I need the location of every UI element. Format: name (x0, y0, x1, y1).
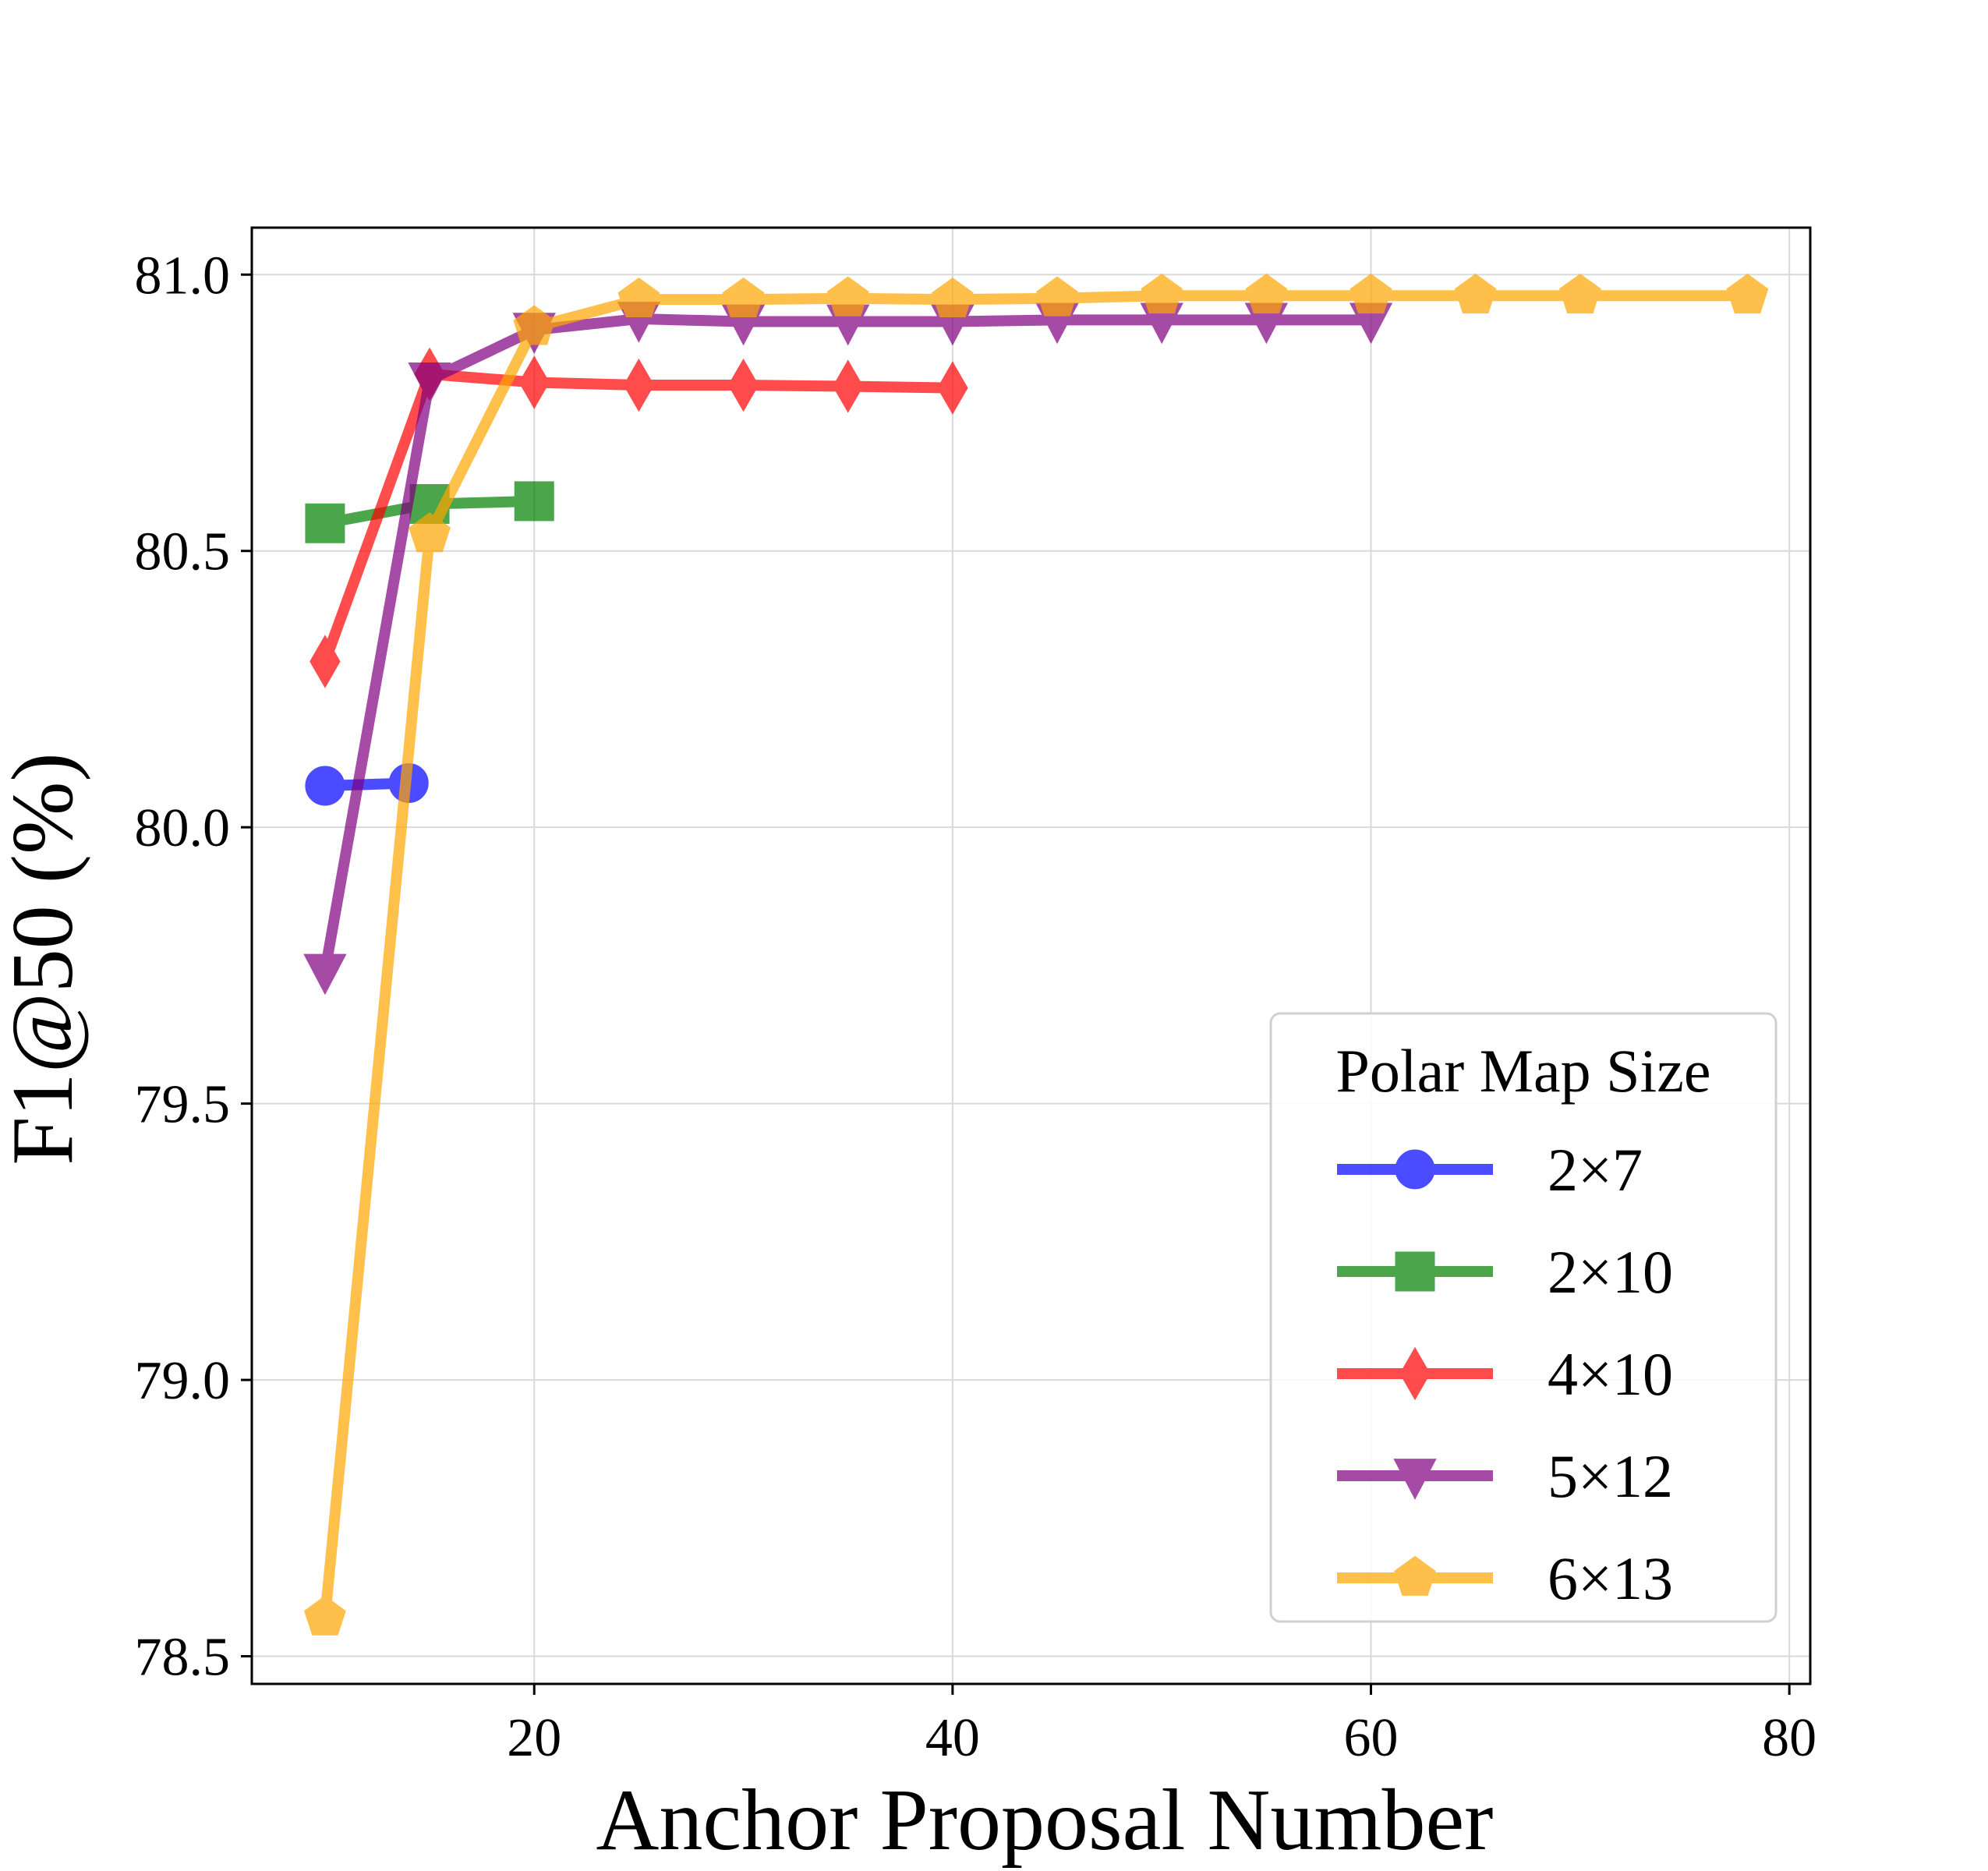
data-point (305, 503, 345, 543)
plot-series (303, 273, 1769, 1636)
data-point (826, 276, 869, 317)
data-point (518, 355, 550, 409)
y-tick-label: 81.0 (135, 246, 231, 306)
data-point (1141, 273, 1183, 314)
data-point (1245, 273, 1288, 314)
data-point (932, 277, 974, 317)
data-point (937, 361, 968, 415)
data-point (832, 359, 864, 413)
x-axis-ticks: 20 40 60 80 (507, 1684, 1816, 1768)
legend-swatch (1337, 1149, 1493, 1190)
y-axis-title: F1@50 (%) (0, 752, 91, 1165)
legend-swatch (1337, 1346, 1493, 1401)
x-tick-label: 20 (507, 1708, 561, 1768)
data-point (1454, 273, 1497, 314)
legend-box (1269, 1012, 1778, 1623)
data-point (617, 277, 660, 317)
x-tick-label: 80 (1762, 1708, 1816, 1768)
legend-label: 2×10 (1548, 1238, 1673, 1306)
legend-label: 2×7 (1548, 1136, 1643, 1204)
legend-entry: 6×13 (1337, 1544, 1673, 1612)
y-tick-label: 80.0 (135, 798, 231, 858)
data-point (623, 358, 655, 412)
legend-entry: 2×7 (1337, 1136, 1643, 1204)
data-point (1726, 273, 1769, 314)
data-point (1350, 273, 1392, 314)
x-tick-label: 60 (1344, 1708, 1399, 1768)
y-tick-label: 78.5 (135, 1628, 231, 1688)
data-point (303, 953, 347, 996)
y-tick-label: 80.5 (135, 522, 231, 582)
data-point (513, 305, 556, 345)
data-point (722, 277, 765, 317)
y-tick-label: 79.0 (135, 1351, 231, 1411)
data-point (408, 363, 451, 404)
data-point (727, 358, 759, 412)
legend-entry: 4×10 (1337, 1340, 1673, 1408)
legend: Polar Map Size 2×7 2×10 4×10 5×12 6×13 (1269, 1012, 1778, 1623)
series-4 (304, 273, 1769, 1636)
data-point (310, 635, 341, 688)
legend-title: Polar Map Size (1336, 1037, 1711, 1105)
legend-label: 6×13 (1548, 1544, 1673, 1612)
data-point (409, 512, 451, 553)
legend-label: 5×12 (1548, 1442, 1673, 1510)
legend-swatch (1337, 1251, 1493, 1292)
data-point (1036, 276, 1078, 317)
legend-entry: 5×12 (1337, 1442, 1673, 1510)
plot-frame (250, 226, 1812, 1685)
legend-swatch (1337, 1459, 1493, 1500)
y-axis-ticks: 78.5 79.0 79.5 80.0 80.5 81.0 (135, 246, 252, 1688)
data-point (305, 766, 345, 806)
x-tick-label: 40 (925, 1708, 980, 1768)
data-point (1558, 273, 1601, 314)
legend-swatch (1337, 1555, 1493, 1596)
legend-entry: 2×10 (1337, 1238, 1673, 1306)
data-point (304, 1595, 346, 1636)
y-tick-label: 79.5 (135, 1075, 231, 1135)
data-point (514, 481, 554, 522)
legend-label: 4×10 (1548, 1340, 1673, 1408)
x-axis-title: Anchor Proposal Number (596, 1772, 1494, 1869)
